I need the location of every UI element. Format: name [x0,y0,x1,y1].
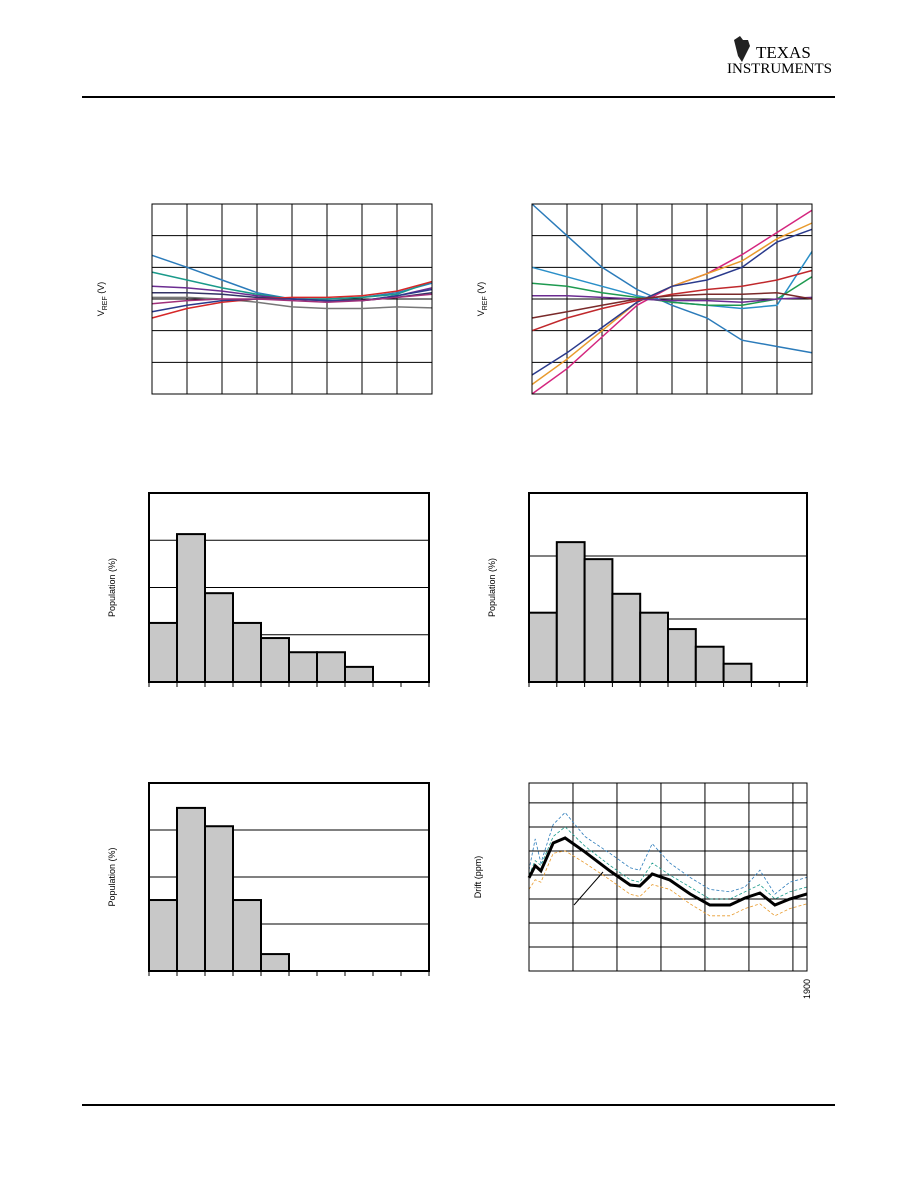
series-line [531,228,813,376]
logo-line-1: TEXAS [756,43,811,62]
logo-line-2: INSTRUMENTS [727,61,832,77]
y-axis-label-main: V [96,310,106,316]
bar [344,665,374,684]
bar [639,611,670,684]
series-line [531,276,813,307]
plot-frame [528,782,808,972]
bar [260,637,290,683]
series-line [152,296,433,310]
chart: Population (%) [107,492,430,687]
bar [232,899,262,973]
chart: Drift (ppm) 1900 [473,782,812,999]
ti-logo: TEXAS INSTRUMENTS [727,36,832,77]
bar [176,533,206,683]
ti-emblem [734,36,750,62]
y-axis-label-unit: (V) [96,282,106,297]
chart: VREF (V) [96,203,433,395]
bar [204,592,234,683]
series-line [528,826,808,900]
bar [316,651,346,683]
y-axis-label-sub: REF [482,296,489,310]
chart: VREF (V) [476,203,813,395]
bar [176,806,206,972]
series-line [531,269,813,332]
chart: Population (%) [487,492,808,687]
bar [260,953,290,973]
series-line [527,836,808,907]
bar [694,645,725,683]
bar [148,621,178,683]
plot-frame [531,203,813,395]
y-axis-label: Population (%) [107,558,117,617]
series-line [151,288,433,313]
chart: Population (%) [107,782,430,976]
series-line [531,203,813,354]
y-axis-label-sub: REF [102,296,109,310]
series-line [151,293,433,305]
series-line [532,295,813,303]
series-line [528,850,808,917]
bar [667,628,697,684]
bar [232,621,262,683]
plot-frame [148,492,430,683]
annotation-pointer [573,871,604,906]
x-tick-label: 1900 [802,979,812,999]
y-axis-label: Population (%) [107,847,117,906]
y-axis-label: Population (%) [487,558,497,617]
bar [583,558,614,684]
y-axis-label: VREF (V) [96,282,109,317]
y-axis-label-main: V [476,310,486,316]
bar [722,662,753,683]
series-line [531,291,813,319]
y-axis-label-unit: (V) [476,282,486,297]
bar [148,899,178,973]
bar [528,611,558,684]
plot-frame [528,492,808,683]
series-line [528,811,808,895]
y-axis-label: VREF (V) [476,282,489,317]
plot-frame [151,203,433,395]
plot-frame [148,782,430,972]
bar [288,651,318,683]
series-line [151,280,433,319]
y-axis-label: Drift (ppm) [473,856,483,899]
bar [204,825,234,972]
bar [555,541,586,684]
bar [611,592,642,683]
